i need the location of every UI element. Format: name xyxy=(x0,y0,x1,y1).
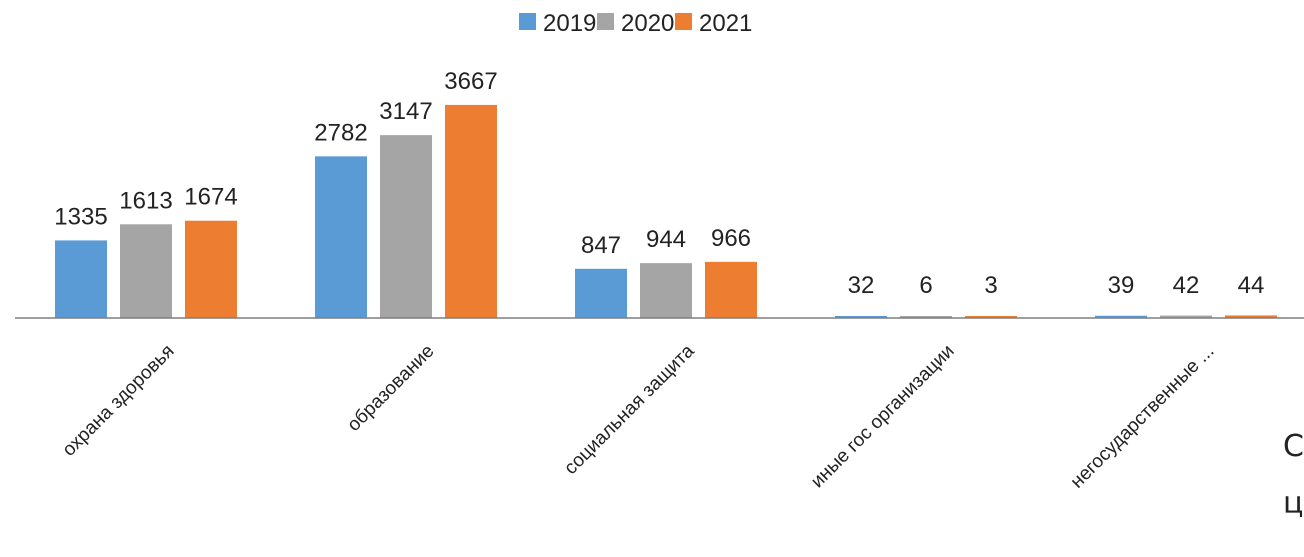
bar-иные-гос-организации-2021 xyxy=(965,316,1017,318)
bar-социальная-защита-2020 xyxy=(640,263,692,318)
clipped-text-line-2: ц xyxy=(1283,486,1304,521)
value-label-негосударственные-2020: 42 xyxy=(1173,272,1200,299)
category-label-охрана-здоровья: охрана здоровья xyxy=(59,341,179,461)
value-label-социальная-защита-2019: 847 xyxy=(581,232,621,259)
bar-образование-2020 xyxy=(380,135,432,318)
legend-swatch-2020 xyxy=(597,13,614,30)
value-label-охрана-здоровья-2019: 1335 xyxy=(54,203,107,230)
legend: 2019 2020 2021 xyxy=(519,10,752,37)
bar-охрана-здоровья-2019 xyxy=(55,240,107,318)
value-label-образование-2021: 3667 xyxy=(444,68,497,95)
bar-образование-2019 xyxy=(315,156,367,318)
bar-иные-гос-организации-2019 xyxy=(835,316,887,318)
bar-социальная-защита-2021 xyxy=(705,261,757,318)
value-label-негосударственные-2019: 39 xyxy=(1108,272,1135,299)
category-label-образование: образование xyxy=(343,341,438,436)
category-label-социальная-защита: социальная защита xyxy=(560,340,699,479)
value-label-социальная-защита-2020: 944 xyxy=(646,226,686,253)
category-labels: охрана здоровья образование социальная защ… xyxy=(59,340,1219,492)
legend-label-2021: 2021 xyxy=(699,10,752,37)
bar-негосударственные-2020 xyxy=(1160,315,1212,318)
bar-охрана-здоровья-2020 xyxy=(120,224,172,318)
value-label-иные-гос-организации-2021: 3 xyxy=(984,272,997,299)
value-labels: 1335 1613 1674 2782 3147 3667 847 944 966 32 6 3 39 4… xyxy=(54,68,1264,299)
value-label-охрана-здоровья-2021: 1674 xyxy=(184,184,237,211)
bar-негосударственные-2019 xyxy=(1095,315,1147,318)
legend-label-2020: 2020 xyxy=(621,10,674,37)
bar-охрана-здоровья-2021 xyxy=(185,220,237,318)
bar-иные-гос-организации-2020 xyxy=(900,316,952,318)
bars xyxy=(55,104,1277,318)
legend-label-2019: 2019 xyxy=(543,10,596,37)
clipped-text-line-1: С xyxy=(1283,429,1304,464)
legend-swatch-2019 xyxy=(519,13,536,30)
value-label-иные-гос-организации-2020: 6 xyxy=(919,272,932,299)
bar-негосударственные-2021 xyxy=(1225,315,1277,318)
value-label-образование-2020: 3147 xyxy=(379,98,432,125)
legend-swatch-2021 xyxy=(675,13,692,30)
value-label-социальная-защита-2021: 966 xyxy=(711,225,751,252)
category-label-иные-гос-организации: иные гос организации xyxy=(807,341,958,492)
bar-социальная-защита-2019 xyxy=(575,268,627,318)
value-label-охрана-здоровья-2020: 1613 xyxy=(119,187,172,214)
value-label-негосударственные-2021: 44 xyxy=(1238,272,1265,299)
bar-образование-2021 xyxy=(445,104,497,318)
value-label-иные-гос-организации-2019: 32 xyxy=(848,272,875,299)
category-label-негосударственные: негосударственные ... xyxy=(1067,341,1219,493)
value-label-образование-2019: 2782 xyxy=(314,119,367,146)
